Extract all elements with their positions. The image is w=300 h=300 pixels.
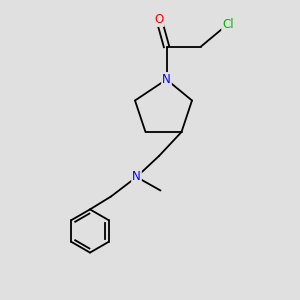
Text: Cl: Cl (222, 17, 234, 31)
Text: N: N (132, 170, 141, 184)
Text: N: N (162, 73, 171, 86)
Text: O: O (154, 13, 164, 26)
